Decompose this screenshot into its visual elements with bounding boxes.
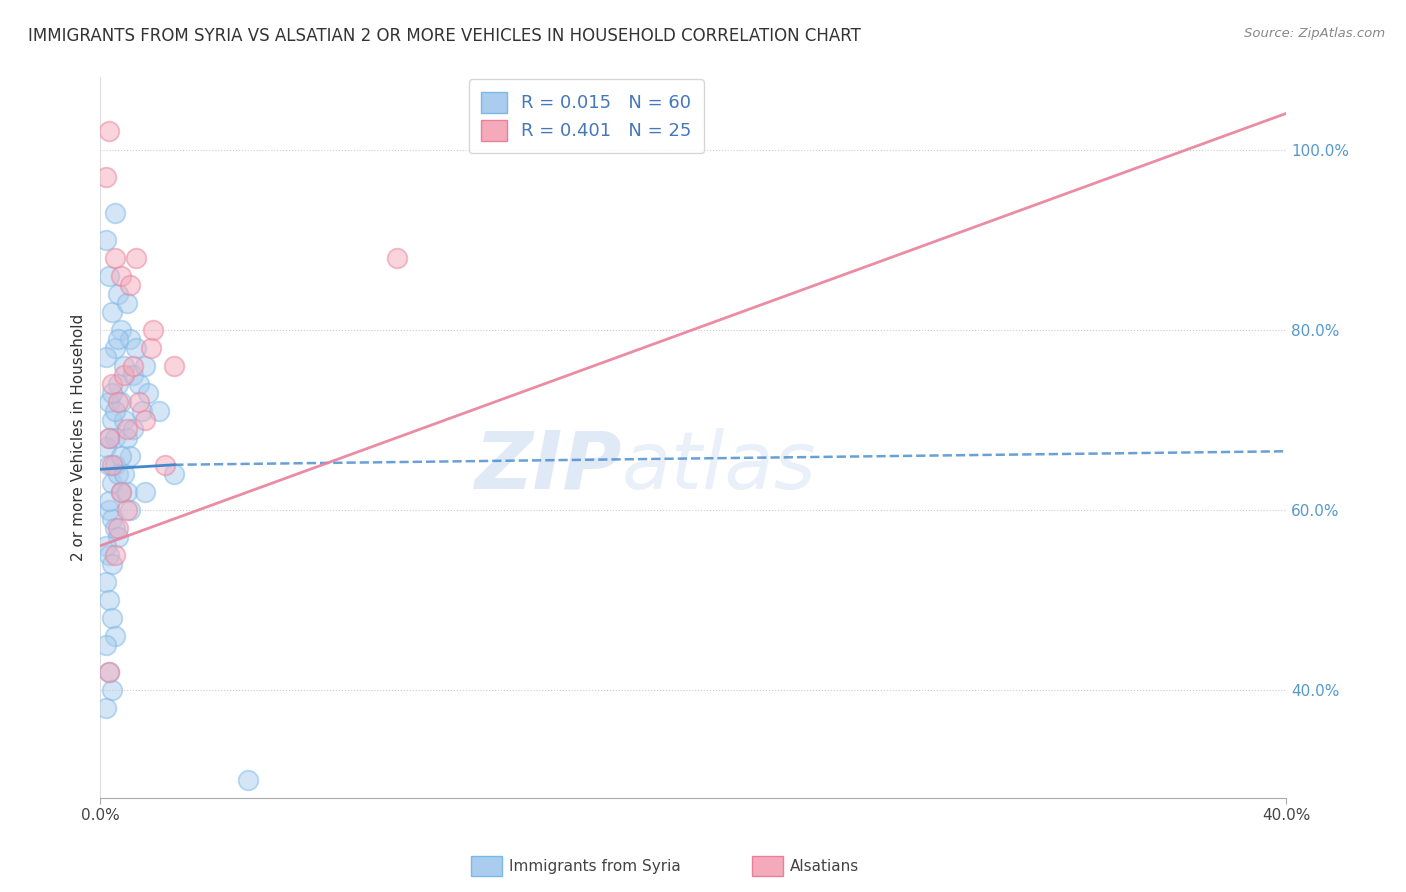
Point [134, 413, 156, 427]
Point [94, 539, 117, 553]
Text: IMMIGRANTS FROM SYRIA VS ALSATIAN 2 OR MORE VEHICLES IN HOUSEHOLD CORRELATION CH: IMMIGRANTS FROM SYRIA VS ALSATIAN 2 OR M… [28, 27, 860, 45]
Point [98, 503, 121, 517]
Point [163, 359, 186, 373]
Point [101, 304, 124, 318]
Point [115, 422, 138, 436]
Point [112, 413, 135, 427]
Point [98, 268, 121, 283]
Point [110, 484, 132, 499]
Point [98, 458, 121, 472]
Point [121, 368, 143, 382]
Point [104, 521, 127, 535]
Point [115, 484, 138, 499]
Point [115, 295, 138, 310]
Point [125, 341, 148, 355]
Text: Immigrants from Syria: Immigrants from Syria [509, 859, 681, 873]
Point [94, 638, 117, 652]
Point [107, 286, 129, 301]
Point [134, 359, 156, 373]
Point [118, 332, 141, 346]
Point [94, 574, 117, 589]
Point [121, 359, 143, 373]
Point [94, 440, 117, 454]
Legend: R = 0.015   N = 60, R = 0.401   N = 25: R = 0.015 N = 60, R = 0.401 N = 25 [468, 79, 704, 153]
Point [104, 341, 127, 355]
Point [104, 431, 127, 445]
Point [155, 458, 177, 472]
Y-axis label: 2 or more Vehicles in Household: 2 or more Vehicles in Household [72, 314, 86, 561]
Point [112, 467, 135, 481]
Point [104, 403, 127, 417]
Point [115, 503, 138, 517]
Point [101, 385, 124, 400]
Point [136, 385, 159, 400]
Point [104, 205, 127, 219]
Point [98, 394, 121, 409]
Point [101, 458, 124, 472]
Point [101, 611, 124, 625]
Point [134, 484, 156, 499]
Point [107, 376, 129, 391]
Point [110, 394, 132, 409]
Point [110, 323, 132, 337]
Point [101, 557, 124, 571]
Point [101, 376, 124, 391]
Point [98, 593, 121, 607]
Point [112, 368, 135, 382]
Point [104, 251, 127, 265]
Point [98, 548, 121, 562]
Point [125, 251, 148, 265]
Point [139, 341, 162, 355]
Point [101, 475, 124, 490]
Point [385, 251, 408, 265]
Point [98, 493, 121, 508]
Point [128, 376, 150, 391]
Point [104, 458, 127, 472]
Point [98, 124, 121, 138]
Point [118, 277, 141, 292]
Point [238, 772, 260, 787]
Text: Source: ZipAtlas.com: Source: ZipAtlas.com [1244, 27, 1385, 40]
Point [163, 467, 186, 481]
Point [142, 323, 165, 337]
Point [112, 359, 135, 373]
Text: atlas: atlas [621, 427, 817, 506]
Point [94, 169, 117, 184]
Point [101, 413, 124, 427]
Point [98, 665, 121, 679]
Point [107, 530, 129, 544]
Point [104, 548, 127, 562]
Point [101, 512, 124, 526]
Point [104, 629, 127, 643]
Text: ZIP: ZIP [474, 427, 621, 506]
Point [107, 332, 129, 346]
Point [107, 521, 129, 535]
Point [94, 233, 117, 247]
Point [98, 431, 121, 445]
Point [110, 449, 132, 463]
Point [110, 268, 132, 283]
Point [131, 403, 153, 417]
Point [121, 422, 143, 436]
Point [101, 683, 124, 698]
Point [94, 350, 117, 364]
Point [148, 403, 170, 417]
Point [118, 449, 141, 463]
Point [128, 394, 150, 409]
Text: Alsatians: Alsatians [790, 859, 859, 873]
Point [94, 701, 117, 715]
Point [107, 467, 129, 481]
Point [107, 394, 129, 409]
Point [115, 431, 138, 445]
Point [118, 503, 141, 517]
Point [98, 665, 121, 679]
Point [98, 431, 121, 445]
Point [110, 484, 132, 499]
